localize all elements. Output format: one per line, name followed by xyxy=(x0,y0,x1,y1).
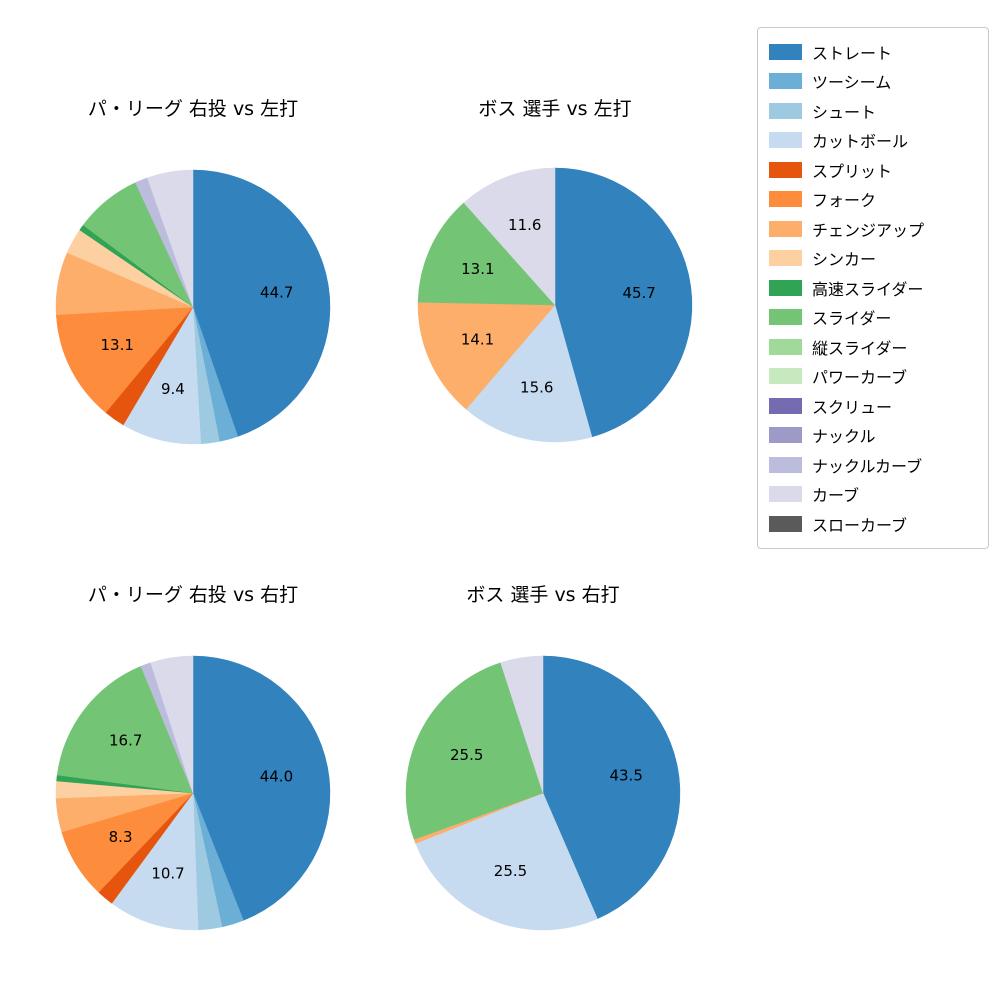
slice-label: 25.5 xyxy=(494,862,527,880)
legend-label: 高速スライダー xyxy=(812,279,924,299)
legend-item: スローカーブ xyxy=(769,509,977,539)
legend-swatch-icon xyxy=(769,486,802,503)
pie-slice xyxy=(500,655,544,794)
legend-item: スプリット xyxy=(769,155,977,185)
legend-item: スライダー xyxy=(769,303,977,333)
legend-label: ナックルカーブ xyxy=(812,456,923,476)
legend-label: スライダー xyxy=(812,309,892,329)
legend-item: カーブ xyxy=(769,480,977,510)
legend-swatch-icon xyxy=(769,250,802,267)
legend-label: チェンジアップ xyxy=(812,220,925,240)
slice-label: 25.5 xyxy=(450,746,483,764)
legend-item: ナックル xyxy=(769,421,977,451)
legend-item: パワーカーブ xyxy=(769,362,977,392)
legend-item: ツーシーム xyxy=(769,67,977,97)
legend-swatch-icon xyxy=(769,220,802,237)
legend-swatch-icon xyxy=(769,73,802,90)
legend-swatch-icon xyxy=(769,161,802,178)
legend: ストレートツーシームシュートカットボール スプリットフォークチェンジアップ シンカー… xyxy=(757,27,989,549)
pie-slice xyxy=(405,662,544,840)
slice-label: 16.7 xyxy=(109,732,142,750)
legend-item: フォーク xyxy=(769,185,977,215)
pie-slice xyxy=(147,169,194,308)
legend-swatch-icon xyxy=(769,368,802,385)
legend-swatch-icon xyxy=(769,456,802,473)
pie-chart-pa-league-vs-right: 44.0 10.7 8.3 16.7 xyxy=(55,655,331,931)
legend-items: ストレートツーシームシュートカットボール スプリットフォークチェンジアップ シンカー… xyxy=(769,37,977,539)
legend-item: ナックルカーブ xyxy=(769,450,977,480)
legend-item: カットボール xyxy=(769,126,977,156)
pie-chart-pa-league-vs-left: 44.7 9.4 13.1 xyxy=(55,169,331,445)
pie-slice xyxy=(417,202,556,306)
legend-item: ストレート xyxy=(769,37,977,67)
legend-swatch-icon xyxy=(769,427,802,444)
pie-slice xyxy=(192,169,331,437)
slice-label: 13.1 xyxy=(100,336,133,354)
pie-slice xyxy=(111,792,199,931)
pie-slice xyxy=(150,655,194,794)
pie-slice xyxy=(122,306,202,445)
pie-slice xyxy=(465,304,593,443)
legend-item: シンカー xyxy=(769,244,977,274)
pie-chart-boss-vs-left: 45.7 15.6 14.1 13.1 11.6 xyxy=(417,167,693,443)
slice-label: 44.0 xyxy=(260,768,293,786)
legend-label: カーブ xyxy=(812,486,860,506)
slice-label: 15.6 xyxy=(520,378,553,396)
pie-chart-boss-vs-right: 43.5 25.5 25.5 xyxy=(405,655,681,931)
legend-item: シュート xyxy=(769,96,977,126)
pie-slice xyxy=(463,167,556,306)
slice-label: 45.7 xyxy=(622,284,655,302)
legend-swatch-icon xyxy=(769,191,802,208)
pie-slice xyxy=(554,167,693,438)
slice-label: 44.7 xyxy=(260,283,293,301)
legend-swatch-icon xyxy=(769,309,802,326)
legend-swatch-icon xyxy=(769,279,802,296)
legend-label: スプリット xyxy=(812,161,893,181)
legend-item: チェンジアップ xyxy=(769,214,977,244)
slice-label: 14.1 xyxy=(461,330,494,348)
legend-label: スローカーブ xyxy=(812,515,908,535)
legend-label: ストレート xyxy=(812,43,893,63)
slice-label: 11.6 xyxy=(508,216,541,234)
pie-slice xyxy=(55,306,194,413)
legend-label: パワーカーブ xyxy=(812,368,908,388)
chart-title-boss-vs-left: ボス 選手 vs 左打 xyxy=(478,98,632,120)
legend-swatch-icon xyxy=(769,132,802,149)
chart-title-pa-league-vs-right: パ・リーグ 右投 vs 右打 xyxy=(87,584,299,606)
pie-slice xyxy=(415,792,598,931)
slice-label: 8.3 xyxy=(109,828,133,846)
chart-title-pa-league-vs-left: パ・リーグ 右投 vs 左打 xyxy=(87,98,299,120)
pie-slice xyxy=(542,655,681,920)
legend-item: 縦スライダー xyxy=(769,332,977,362)
legend-label: フォーク xyxy=(812,191,877,211)
slice-label: 43.5 xyxy=(609,766,642,784)
legend-swatch-icon xyxy=(769,102,802,119)
legend-item: 高速スライダー xyxy=(769,273,977,303)
legend-swatch-icon xyxy=(769,43,802,60)
legend-label: カットボール xyxy=(812,132,909,152)
legend-swatch-icon xyxy=(769,397,802,414)
pie-slice xyxy=(417,301,556,410)
legend-item: スクリュー xyxy=(769,391,977,421)
legend-label: ツーシーム xyxy=(812,73,892,93)
chart-title-boss-vs-right: ボス 選手 vs 右打 xyxy=(466,584,620,606)
legend-label: ナックル xyxy=(812,427,876,447)
slice-label: 9.4 xyxy=(161,380,185,398)
legend-label: シンカー xyxy=(812,250,877,270)
pie-slice xyxy=(56,665,194,794)
legend-swatch-icon xyxy=(769,338,802,355)
pie-slice xyxy=(192,655,331,921)
slice-label: 13.1 xyxy=(461,260,494,278)
legend-label: 縦スライダー xyxy=(812,338,908,358)
legend-label: シュート xyxy=(812,102,877,122)
legend-swatch-icon xyxy=(769,515,802,532)
legend-label: スクリュー xyxy=(812,397,893,417)
slice-label: 10.7 xyxy=(151,865,184,883)
